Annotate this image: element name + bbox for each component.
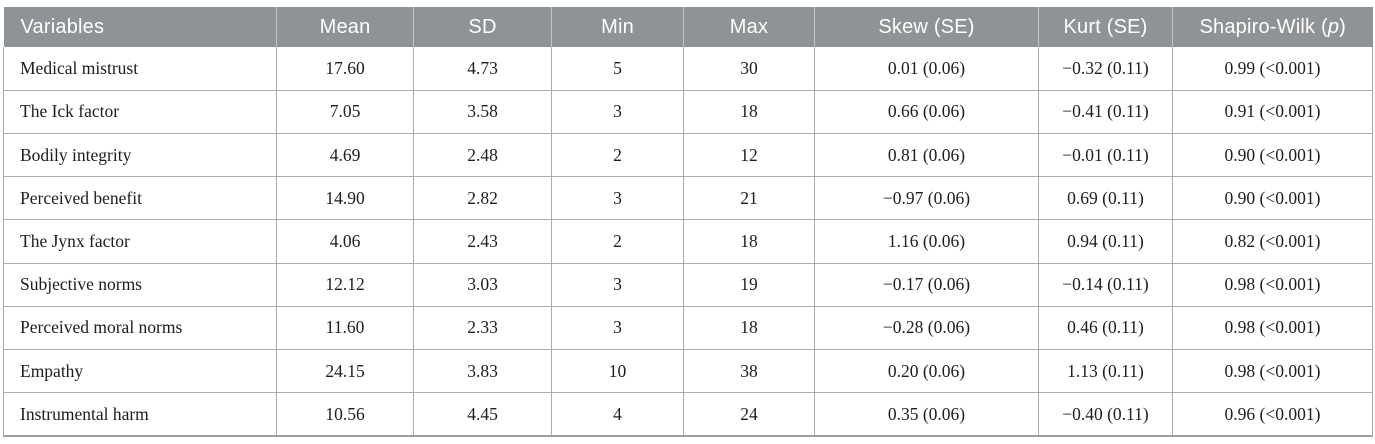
- mean-cell: 10.56: [276, 392, 414, 437]
- sd-cell: 2.43: [413, 219, 552, 264]
- mean-cell: 4.06: [276, 219, 414, 264]
- table-row: Perceived moral norms 11.60 2.33 3 18 −0…: [3, 305, 1373, 351]
- column-header-skew: Skew (SE): [814, 7, 1039, 47]
- shapiro-wilk-cell: 0.91 (<0.001): [1172, 89, 1373, 134]
- shapiro-wilk-cell: 0.90 (<0.001): [1172, 176, 1373, 221]
- mean-cell: 12.12: [276, 262, 414, 307]
- kurt-cell: 0.46 (0.11): [1038, 305, 1173, 351]
- min-cell: 5: [551, 47, 684, 91]
- skew-cell: 0.20 (0.06): [814, 349, 1039, 394]
- skew-cell: −0.97 (0.06): [814, 176, 1039, 221]
- sw-header-suffix: ): [1339, 15, 1347, 38]
- shapiro-wilk-cell: 0.99 (<0.001): [1172, 47, 1373, 91]
- variable-cell: The Jynx factor: [3, 219, 277, 264]
- column-header-kurt: Kurt (SE): [1038, 7, 1173, 47]
- table-row: Medical mistrust 17.60 4.73 5 30 0.01 (0…: [3, 47, 1373, 91]
- max-cell: 21: [683, 176, 815, 221]
- kurt-cell: 0.94 (0.11): [1038, 219, 1173, 264]
- skew-cell: 0.81 (0.06): [814, 132, 1039, 178]
- table-row: Bodily integrity 4.69 2.48 2 12 0.81 (0.…: [3, 132, 1373, 178]
- skew-cell: −0.17 (0.06): [814, 262, 1039, 307]
- shapiro-wilk-cell: 0.98 (<0.001): [1172, 349, 1373, 394]
- min-cell: 2: [551, 132, 684, 178]
- skew-cell: −0.28 (0.06): [814, 305, 1039, 351]
- skew-cell: 0.66 (0.06): [814, 89, 1039, 134]
- table-row: Instrumental harm 10.56 4.45 4 24 0.35 (…: [3, 392, 1373, 437]
- column-header-sd: SD: [413, 7, 552, 47]
- mean-cell: 24.15: [276, 349, 414, 394]
- min-cell: 3: [551, 176, 684, 221]
- variable-cell: Perceived benefit: [3, 176, 277, 221]
- shapiro-wilk-cell: 0.82 (<0.001): [1172, 219, 1373, 264]
- min-cell: 3: [551, 262, 684, 307]
- min-cell: 10: [551, 349, 684, 394]
- shapiro-wilk-cell: 0.96 (<0.001): [1172, 392, 1373, 437]
- column-header-variables: Variables: [3, 7, 277, 47]
- mean-cell: 4.69: [276, 132, 414, 178]
- variable-cell: Medical mistrust: [3, 47, 277, 91]
- shapiro-wilk-cell: 0.90 (<0.001): [1172, 132, 1373, 178]
- mean-cell: 14.90: [276, 176, 414, 221]
- min-cell: 3: [551, 89, 684, 134]
- kurt-cell: −0.14 (0.11): [1038, 262, 1173, 307]
- variable-cell: Perceived moral norms: [3, 305, 277, 351]
- descriptive-statistics-table: Variables Mean SD Min Max Skew (SE) Kurt…: [3, 7, 1373, 437]
- table-row: The Ick factor 7.05 3.58 3 18 0.66 (0.06…: [3, 89, 1373, 134]
- table-row: Subjective norms 12.12 3.03 3 19 −0.17 (…: [3, 262, 1373, 307]
- variable-cell: The Ick factor: [3, 89, 277, 134]
- table-row: Empathy 24.15 3.83 10 38 0.20 (0.06) 1.1…: [3, 349, 1373, 394]
- variable-cell: Bodily integrity: [3, 132, 277, 178]
- skew-cell: 0.01 (0.06): [814, 47, 1039, 91]
- variable-cell: Instrumental harm: [3, 392, 277, 437]
- sw-header-prefix: Shapiro-Wilk (: [1199, 15, 1328, 38]
- max-cell: 19: [683, 262, 815, 307]
- max-cell: 18: [683, 89, 815, 134]
- sd-cell: 3.83: [413, 349, 552, 394]
- sd-cell: 4.73: [413, 47, 552, 91]
- skew-cell: 1.16 (0.06): [814, 219, 1039, 264]
- sw-header-p-italic: p: [1327, 15, 1340, 38]
- variable-cell: Subjective norms: [3, 262, 277, 307]
- sd-cell: 4.45: [413, 392, 552, 437]
- mean-cell: 11.60: [276, 305, 414, 351]
- table-header-row: Variables Mean SD Min Max Skew (SE) Kurt…: [3, 7, 1373, 47]
- table-row: Perceived benefit 14.90 2.82 3 21 −0.97 …: [3, 176, 1373, 221]
- max-cell: 30: [683, 47, 815, 91]
- kurt-cell: −0.32 (0.11): [1038, 47, 1173, 91]
- column-header-max: Max: [683, 7, 815, 47]
- column-header-mean: Mean: [276, 7, 414, 47]
- kurt-cell: 0.69 (0.11): [1038, 176, 1173, 221]
- variable-cell: Empathy: [3, 349, 277, 394]
- sd-cell: 3.58: [413, 89, 552, 134]
- skew-cell: 0.35 (0.06): [814, 392, 1039, 437]
- stats-table: Variables Mean SD Min Max Skew (SE) Kurt…: [3, 7, 1373, 437]
- table-row: The Jynx factor 4.06 2.43 2 18 1.16 (0.0…: [3, 219, 1373, 264]
- kurt-cell: 1.13 (0.11): [1038, 349, 1173, 394]
- max-cell: 18: [683, 219, 815, 264]
- table-body: Medical mistrust 17.60 4.73 5 30 0.01 (0…: [3, 47, 1373, 437]
- mean-cell: 7.05: [276, 89, 414, 134]
- min-cell: 4: [551, 392, 684, 437]
- sd-cell: 3.03: [413, 262, 552, 307]
- max-cell: 18: [683, 305, 815, 351]
- shapiro-wilk-cell: 0.98 (<0.001): [1172, 305, 1373, 351]
- min-cell: 3: [551, 305, 684, 351]
- shapiro-wilk-cell: 0.98 (<0.001): [1172, 262, 1373, 307]
- kurt-cell: −0.40 (0.11): [1038, 392, 1173, 437]
- kurt-cell: −0.01 (0.11): [1038, 132, 1173, 178]
- max-cell: 24: [683, 392, 815, 437]
- max-cell: 12: [683, 132, 815, 178]
- sd-cell: 2.82: [413, 176, 552, 221]
- column-header-min: Min: [551, 7, 684, 47]
- sd-cell: 2.48: [413, 132, 552, 178]
- kurt-cell: −0.41 (0.11): [1038, 89, 1173, 134]
- min-cell: 2: [551, 219, 684, 264]
- sd-cell: 2.33: [413, 305, 552, 351]
- column-header-shapiro-wilk: Shapiro-Wilk (p): [1172, 7, 1373, 47]
- max-cell: 38: [683, 349, 815, 394]
- mean-cell: 17.60: [276, 47, 414, 91]
